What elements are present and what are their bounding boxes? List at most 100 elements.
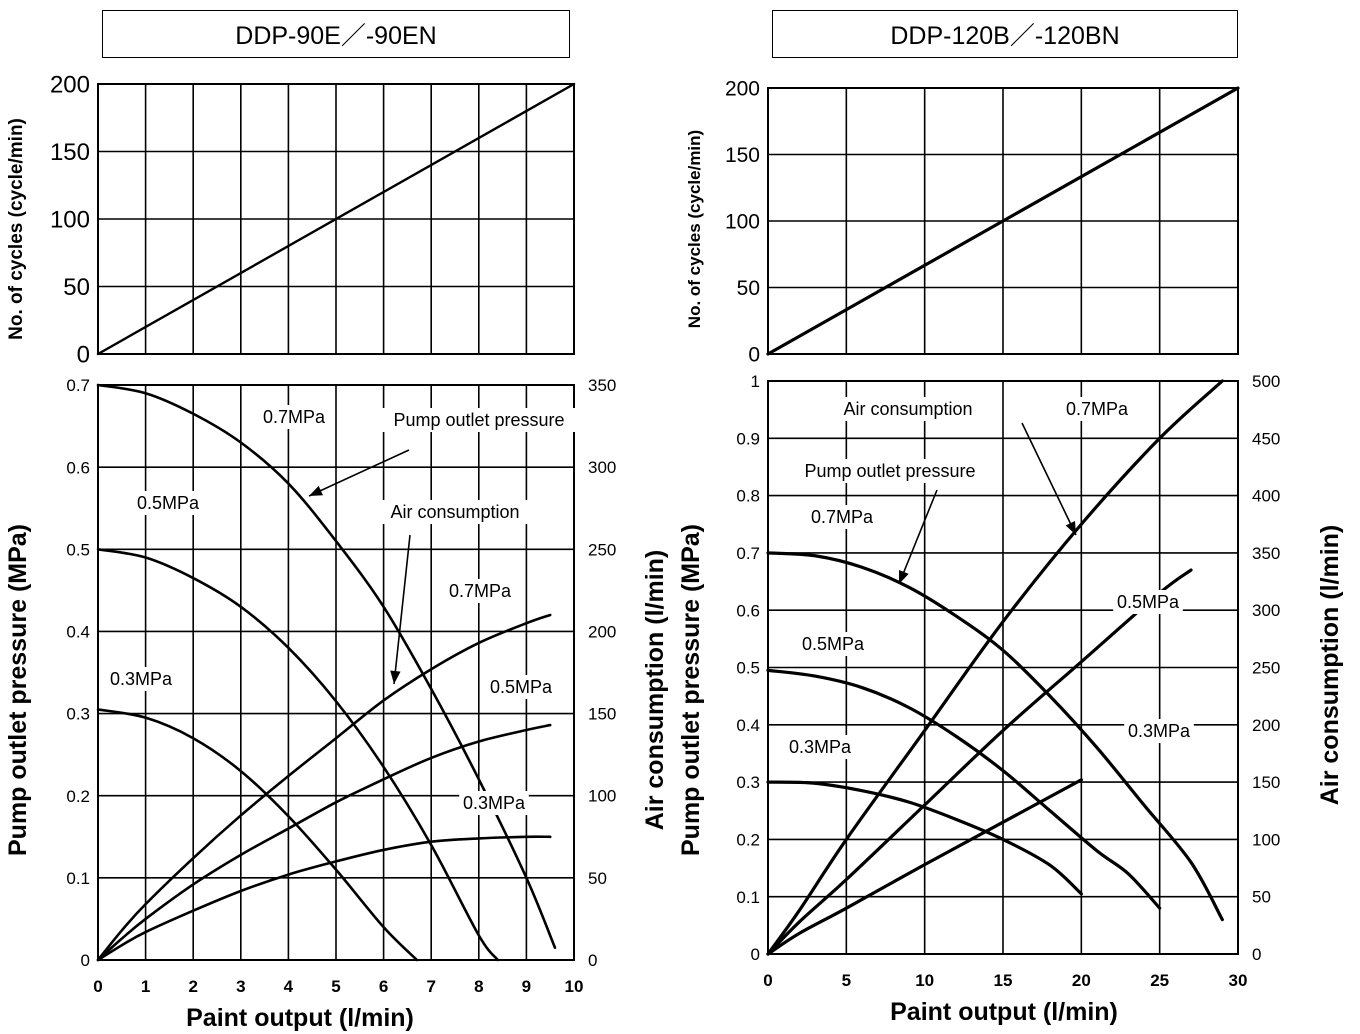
right-performance-ylabel: Pump outlet pressure (MPa) (677, 524, 705, 856)
right-performance-xtick-label: 0 (763, 971, 772, 990)
left-performance-annotation-bg (459, 791, 529, 815)
left-performance-annotation-bg (445, 579, 515, 603)
right-performance-annotation: Air consumption (843, 399, 972, 419)
left-performance-series-line (96, 547, 500, 962)
left-performance-annotation-bg (486, 675, 556, 699)
right-performance-annotation-bg (798, 632, 868, 656)
left-performance-xtick-label: 6 (379, 977, 388, 996)
left-performance-ytick-label: 0.4 (66, 623, 90, 642)
right-performance-y2tick-label: 400 (1252, 487, 1280, 506)
right-performance-annotation-bg (1124, 719, 1194, 743)
left-cycles-ytick-label: 200 (50, 72, 90, 99)
right-performance-annotation-bg (1113, 590, 1183, 614)
right-performance-ytick-label: 0.5 (736, 659, 760, 678)
left-performance-series-line (96, 835, 552, 962)
left-performance-y2tick-label: 150 (588, 705, 616, 724)
left-performance-annotation: 0.3MPa (463, 793, 526, 813)
right-performance-annotation-bg (1062, 397, 1132, 421)
right-performance-annotation-bg (785, 735, 855, 759)
left-performance-arrow-head (309, 485, 323, 496)
right-cycles-ylabel: No. of cycles (cycle/min) (685, 130, 704, 328)
right-performance-xlabel: Paint output (l/min) (890, 998, 1118, 1026)
left-cycles-ytick-label: 100 (50, 207, 90, 234)
right-performance-annotation: 0.7MPa (811, 507, 874, 527)
left-performance-y2tick-label: 100 (588, 787, 616, 806)
right-performance-series-line (766, 668, 1162, 910)
left-cycles-ytick-label: 150 (50, 139, 90, 166)
right-performance-series-line (766, 551, 1224, 922)
left-panel-title: DDP-90E／-90EN (102, 10, 570, 58)
right-performance-xtick-label: 5 (842, 971, 851, 990)
right-performance-ytick-label: 0.1 (736, 888, 760, 907)
right-performance-y2tick-label: 200 (1252, 716, 1280, 735)
right-performance-annotation: 0.5MPa (1117, 592, 1180, 612)
left-performance-y2tick-label: 300 (588, 458, 616, 477)
left-performance-annotation: 0.7MPa (449, 581, 512, 601)
right-performance-ytick-label: 0 (751, 945, 760, 964)
right-performance-ytick-label: 0.2 (736, 831, 760, 850)
right-performance-ytick-label: 0.9 (736, 429, 760, 448)
right-performance-arrow-line (1021, 422, 1077, 536)
right-performance-y2tick-label: 250 (1252, 659, 1280, 678)
left-performance-xtick-label: 9 (522, 977, 531, 996)
right-performance-y2label: Air consumption (l/min) (1316, 525, 1344, 806)
left-performance-annotation-bg (377, 500, 533, 524)
left-performance-ytick-label: 0.7 (66, 376, 90, 395)
right-performance-series-line (766, 780, 1083, 896)
left-performance-xlabel: Paint output (l/min) (186, 1004, 414, 1032)
right-performance-annotation-bg (807, 505, 877, 529)
left-performance-ytick-label: 0.2 (66, 787, 90, 806)
right-performance-annotation: 0.3MPa (789, 737, 852, 757)
right-performance-ytick-label: 0.4 (736, 716, 760, 735)
left-performance-xtick-label: 1 (141, 977, 150, 996)
right-cycles-ytick-label: 200 (725, 78, 760, 101)
left-performance-arrow-line (308, 449, 410, 497)
left-performance-ytick-label: 0 (81, 951, 90, 970)
right-performance-xtick-label: 20 (1072, 971, 1091, 990)
left-performance-xtick-label: 8 (474, 977, 483, 996)
right-performance-y2tick-label: 350 (1252, 544, 1280, 563)
right-performance-y2tick-label: 300 (1252, 601, 1280, 620)
left-performance-annotation: 0.7MPa (263, 407, 326, 427)
right-performance-ytick-label: 1 (751, 372, 760, 391)
right-performance-xtick-label: 30 (1229, 971, 1248, 990)
right-performance-series-line (766, 379, 1224, 956)
left-performance-y2tick-label: 350 (588, 376, 616, 395)
right-cycles-ytick-label: 0 (748, 344, 760, 367)
right-performance-xtick-label: 15 (994, 971, 1013, 990)
left-performance-xtick-label: 2 (188, 977, 197, 996)
left-performance-y2label: Air consumption (l/min) (641, 550, 669, 831)
left-performance-annotation-bg (133, 491, 203, 515)
right-performance-annotation: 0.7MPa (1066, 399, 1129, 419)
right-performance-y2tick-label: 450 (1252, 429, 1280, 448)
right-performance-annotation: Pump outlet pressure (804, 461, 975, 481)
left-performance-annotation: 0.5MPa (137, 493, 200, 513)
left-performance-ytick-label: 0.3 (66, 705, 90, 724)
right-performance-arrow-head (899, 570, 909, 584)
left-performance-annotation: Air consumption (390, 502, 519, 522)
right-performance-ytick-label: 0.8 (736, 487, 760, 506)
right-cycles-series-line (766, 86, 1240, 356)
left-performance-annotation: Pump outlet pressure (393, 410, 564, 430)
right-performance-annotation: 0.3MPa (1128, 721, 1191, 741)
left-performance-ytick-label: 0.5 (66, 540, 90, 559)
left-performance-annotation-bg (377, 408, 581, 432)
left-performance-y2tick-label: 200 (588, 622, 616, 641)
left-performance-arrow-line (393, 534, 411, 685)
right-performance-arrow-line (898, 489, 938, 585)
left-performance-annotation-bg (259, 405, 329, 429)
left-performance-xtick-label: 3 (236, 977, 245, 996)
right-performance-ytick-label: 0.6 (736, 601, 760, 620)
right-performance-ytick-label: 0.7 (736, 544, 760, 563)
right-performance-ytick-label: 0.3 (736, 773, 760, 792)
right-performance-arrow-head (1065, 521, 1076, 535)
left-performance-xtick-label: 7 (426, 977, 435, 996)
left-performance-xtick-label: 0 (93, 977, 102, 996)
left-performance-series-line (96, 723, 552, 962)
left-performance-y2tick-label: 0 (588, 951, 597, 970)
left-performance-y2tick-label: 250 (588, 540, 616, 559)
left-performance-annotation: 0.5MPa (490, 677, 553, 697)
left-performance-xtick-label: 4 (284, 977, 294, 996)
